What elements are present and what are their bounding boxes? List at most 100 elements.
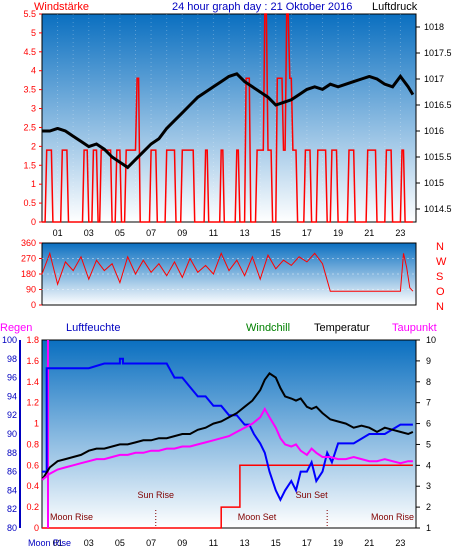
temp-tick-label: 2 [426, 502, 431, 512]
x-tick-label: 03 [84, 538, 94, 548]
y-left-tick-label: 5.5 [23, 9, 36, 19]
humidity-tick-label: 92 [7, 410, 17, 420]
x-tick-label: 05 [115, 538, 125, 548]
x-tick-label: 03 [84, 228, 94, 238]
x-tick-label: 23 [395, 538, 405, 548]
panel1-right-label: Luftdruck [372, 1, 418, 13]
humidity-tick-label: 90 [7, 429, 17, 439]
x-tick-label: 11 [209, 538, 218, 548]
y-right-tick-label: 1017 [424, 74, 444, 84]
rain-tick-label: 1.2 [26, 398, 39, 408]
sun-set-label: Sun Set [296, 490, 329, 500]
x-tick-label: 05 [115, 228, 125, 238]
panel1-background [41, 13, 417, 223]
humidity-tick-label: 96 [7, 373, 17, 383]
y-left-tick-label: 1.5 [23, 160, 36, 170]
x-tick-label: 13 [240, 538, 250, 548]
y-left-tick-label: 3.5 [23, 85, 36, 95]
sun-rise-label: Sun Rise [137, 490, 174, 500]
y-right-tick-label: 1017.5 [424, 48, 452, 58]
label-windchill: Windchill [246, 322, 290, 334]
x-tick-label: 21 [364, 228, 374, 238]
moon-rise-right-label: Moon Rise [371, 512, 414, 522]
y-right-tick-label: 1014.5 [424, 204, 452, 214]
x-tick-label: 01 [53, 538, 63, 548]
series-luftfeuchte [42, 357, 413, 503]
y-left-tick-label: 2.5 [23, 122, 36, 132]
x-tick-label: 17 [302, 228, 312, 238]
humidity-tick-label: 94 [7, 391, 17, 401]
x-tick-label: 09 [177, 228, 187, 238]
x-tick-label: 11 [209, 228, 218, 238]
compass-label: N [436, 241, 444, 253]
rain-tick-label: 0.4 [26, 481, 39, 491]
x-tick-label: 07 [146, 538, 156, 548]
rain-tick-label: 0.2 [26, 502, 39, 512]
temp-tick-label: 4 [426, 460, 431, 470]
winddir-tick-label: 90 [26, 285, 36, 295]
moon-set-label: Moon Set [238, 512, 277, 522]
x-tick-label: 23 [395, 228, 405, 238]
series-luftdruck [42, 72, 415, 170]
winddir-tick-label: 360 [21, 238, 36, 248]
humidity-tick-label: 80 [7, 523, 17, 533]
x-tick-label: 01 [53, 228, 63, 238]
panel1-left-label: Windstärke [34, 1, 89, 13]
temp-tick-label: 5 [426, 439, 431, 449]
rain-tick-label: 1.4 [26, 377, 39, 387]
temp-tick-label: 9 [426, 356, 431, 366]
humidity-tick-label: 100 [2, 335, 17, 345]
compass-label: S [436, 271, 443, 283]
x-tick-label: 13 [240, 228, 250, 238]
rain-tick-label: 1 [34, 419, 39, 429]
x-tick-label: 21 [364, 538, 374, 548]
y-right-tick-label: 1015 [424, 178, 444, 188]
compass-label: O [436, 286, 445, 298]
panel2-background [41, 242, 417, 306]
temp-tick-label: 6 [426, 419, 431, 429]
temp-tick-label: 3 [426, 481, 431, 491]
y-left-tick-label: 1 [31, 179, 36, 189]
label-luftfeuchte: Luftfeuchte [66, 322, 120, 334]
chart-title: 24 hour graph day : 21 Oktober 2016 [172, 1, 352, 13]
humidity-tick-label: 88 [7, 448, 17, 458]
y-right-tick-label: 1018 [424, 22, 444, 32]
humidity-tick-label: 84 [7, 485, 17, 495]
rain-tick-label: 0.6 [26, 460, 39, 470]
y-left-tick-label: 0.5 [23, 198, 36, 208]
panel3-background [41, 339, 417, 529]
x-tick-label: 19 [333, 228, 343, 238]
temp-tick-label: 1 [426, 523, 431, 533]
compass-label: N [436, 301, 444, 313]
x-tick-label: 19 [333, 538, 343, 548]
series-temperatur [41, 372, 414, 481]
temp-tick-label: 8 [426, 377, 431, 387]
y-left-tick-label: 2 [31, 141, 36, 151]
label-regen: Regen [0, 322, 32, 334]
temp-tick-label: 7 [426, 398, 431, 408]
rain-tick-label: 0.8 [26, 439, 39, 449]
y-left-tick-label: 0 [31, 217, 36, 227]
y-left-tick-label: 4.5 [23, 47, 36, 57]
moon-rise-left-label: Moon Rise [50, 512, 93, 522]
x-tick-label: 15 [271, 538, 281, 548]
winddir-tick-label: 0 [31, 300, 36, 310]
y-right-tick-label: 1016.5 [424, 100, 452, 110]
rain-tick-label: 1.8 [26, 335, 39, 345]
series-windstaerke [42, 13, 413, 223]
x-tick-label: 15 [271, 228, 281, 238]
rain-tick-label: 0 [34, 523, 39, 533]
compass-label: W [436, 256, 447, 268]
winddir-tick-label: 180 [21, 269, 36, 279]
y-left-tick-label: 5 [31, 28, 36, 38]
winddir-tick-label: 270 [21, 254, 36, 264]
x-tick-label: 07 [146, 228, 156, 238]
y-right-tick-label: 1016 [424, 126, 444, 136]
moon-bottom-label: Moon Rise [28, 538, 71, 548]
x-tick-label: 09 [177, 538, 187, 548]
temp-tick-label: 10 [426, 335, 436, 345]
y-left-tick-label: 4 [31, 66, 36, 76]
label-taupunkt: Taupunkt [392, 322, 437, 334]
label-temperatur: Temperatur [314, 322, 370, 334]
